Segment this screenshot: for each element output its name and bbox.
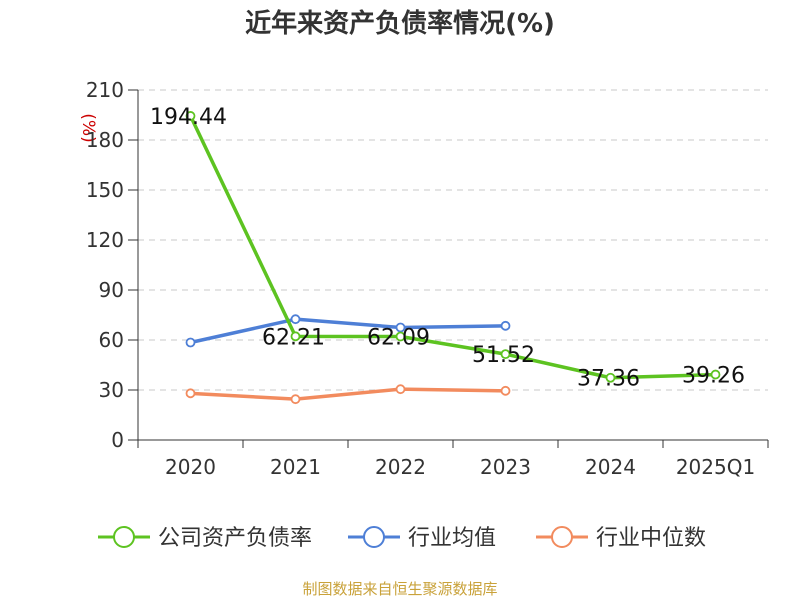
- data-point: [290, 314, 301, 325]
- series-line-1: [190, 317, 506, 345]
- x-tick-label: 2024: [585, 455, 636, 479]
- legend-marker: [363, 526, 385, 548]
- data-point: [185, 111, 196, 121]
- legend-item-1[interactable]: 行业均值: [348, 526, 496, 551]
- data-label: 62.21: [262, 325, 325, 350]
- legend-item-0[interactable]: 公司资产负债率: [98, 526, 312, 551]
- data-point: [605, 372, 616, 383]
- data-label: 51.52: [472, 343, 535, 368]
- y-tick-label: 210: [86, 78, 124, 102]
- data-point: [395, 384, 406, 395]
- legend-label: 行业中位数: [596, 526, 706, 551]
- data-point: [185, 337, 196, 348]
- data-label: 194.44: [150, 105, 227, 130]
- data-label: 62.09: [367, 326, 430, 351]
- x-tick-label: 2020: [165, 455, 216, 479]
- legend-item-2[interactable]: 行业中位数: [536, 526, 706, 551]
- y-axis-label: (%): [78, 113, 98, 142]
- legend-label: 公司资产负债率: [158, 526, 312, 551]
- y-tick-label: 180: [86, 128, 124, 152]
- series-group: [185, 111, 721, 405]
- y-tick-label: 120: [86, 228, 124, 252]
- data-labels: 194.44 62.21 62.09 51.52 37.36 39.26: [150, 105, 745, 392]
- data-point: [395, 331, 406, 342]
- data-point: [500, 349, 511, 360]
- y-tick-label: 150: [86, 178, 124, 202]
- axes: 0 30 60 90 120 150 180 210 2020 2021 2022 2023 2024 2…: [86, 78, 769, 479]
- x-tick-label: 2025Q1: [676, 455, 755, 479]
- legend-label: 行业均值: [408, 526, 496, 551]
- y-tick-label: 30: [99, 378, 124, 402]
- data-point: [500, 385, 511, 396]
- data-point: [710, 369, 721, 380]
- data-point: [395, 322, 406, 333]
- data-point: [500, 320, 511, 331]
- data-point: [290, 331, 301, 342]
- y-tick-label: 90: [99, 278, 124, 302]
- x-tick-label: 2021: [270, 455, 321, 479]
- y-tick-label: 60: [99, 328, 124, 352]
- legend-marker: [113, 526, 135, 548]
- legend-marker: [551, 526, 573, 548]
- y-tick-label: 0: [111, 428, 124, 452]
- series-line-0: [188, 115, 716, 380]
- data-point: [290, 394, 301, 405]
- legend: 公司资产负债率 行业均值 行业中位数: [98, 526, 706, 551]
- chart-title: 近年来资产负债率情况(%): [245, 8, 555, 39]
- source-note: 制图数据来自恒生聚源数据库: [302, 580, 497, 598]
- grid-lines: [138, 89, 768, 391]
- data-label: 37.36: [577, 367, 640, 392]
- series-line-2: [190, 387, 506, 401]
- x-tick-label: 2022: [375, 455, 426, 479]
- data-label: 39.26: [682, 364, 745, 389]
- x-tick-label: 2023: [480, 455, 531, 479]
- data-point: [185, 388, 196, 399]
